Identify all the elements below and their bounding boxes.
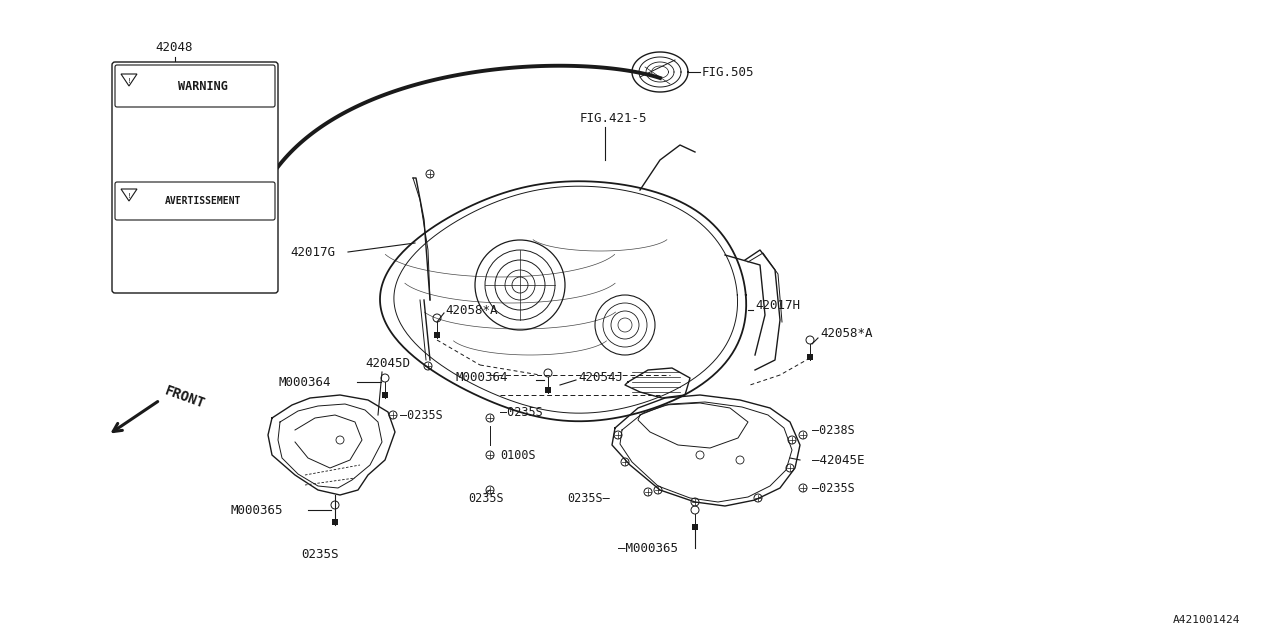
Text: FIG.421-5: FIG.421-5 xyxy=(580,111,648,125)
Text: !: ! xyxy=(128,193,131,199)
FancyBboxPatch shape xyxy=(113,62,278,293)
Polygon shape xyxy=(122,74,137,86)
Bar xyxy=(692,524,698,530)
Text: 0235S: 0235S xyxy=(468,492,503,504)
Text: —0238S: —0238S xyxy=(812,424,855,436)
Text: —42045E: —42045E xyxy=(812,454,864,467)
Text: A421001424: A421001424 xyxy=(1172,615,1240,625)
Text: 42054J: 42054J xyxy=(579,371,623,383)
FancyBboxPatch shape xyxy=(115,65,275,107)
Text: M000364: M000364 xyxy=(278,376,330,388)
FancyBboxPatch shape xyxy=(115,182,275,220)
Text: FRONT: FRONT xyxy=(163,383,207,411)
Bar xyxy=(434,332,440,338)
Text: 42058*A: 42058*A xyxy=(820,326,873,339)
Text: —0235S: —0235S xyxy=(401,408,443,422)
Polygon shape xyxy=(122,189,137,201)
Text: M000364: M000364 xyxy=(454,371,507,383)
Text: 42017H: 42017H xyxy=(755,298,800,312)
Text: 42017G: 42017G xyxy=(291,246,335,259)
Bar xyxy=(806,354,813,360)
Text: 0100S: 0100S xyxy=(500,449,535,461)
Text: 42048: 42048 xyxy=(155,40,192,54)
Text: !: ! xyxy=(128,78,131,84)
Text: FIG.505: FIG.505 xyxy=(701,65,754,79)
Text: 42058*A: 42058*A xyxy=(445,303,498,317)
Text: 42045D: 42045D xyxy=(365,356,410,369)
Text: 0235S—: 0235S— xyxy=(567,492,611,504)
Text: —0235S: —0235S xyxy=(500,406,543,419)
Bar xyxy=(545,387,550,393)
Text: 0235S: 0235S xyxy=(301,548,339,561)
Text: M000365: M000365 xyxy=(230,504,283,516)
Text: —0235S: —0235S xyxy=(812,481,855,495)
Bar xyxy=(332,519,338,525)
Text: —M000365: —M000365 xyxy=(618,541,678,554)
Text: WARNING: WARNING xyxy=(178,79,228,93)
Bar xyxy=(381,392,388,398)
Text: AVERTISSEMENT: AVERTISSEMENT xyxy=(165,196,241,206)
